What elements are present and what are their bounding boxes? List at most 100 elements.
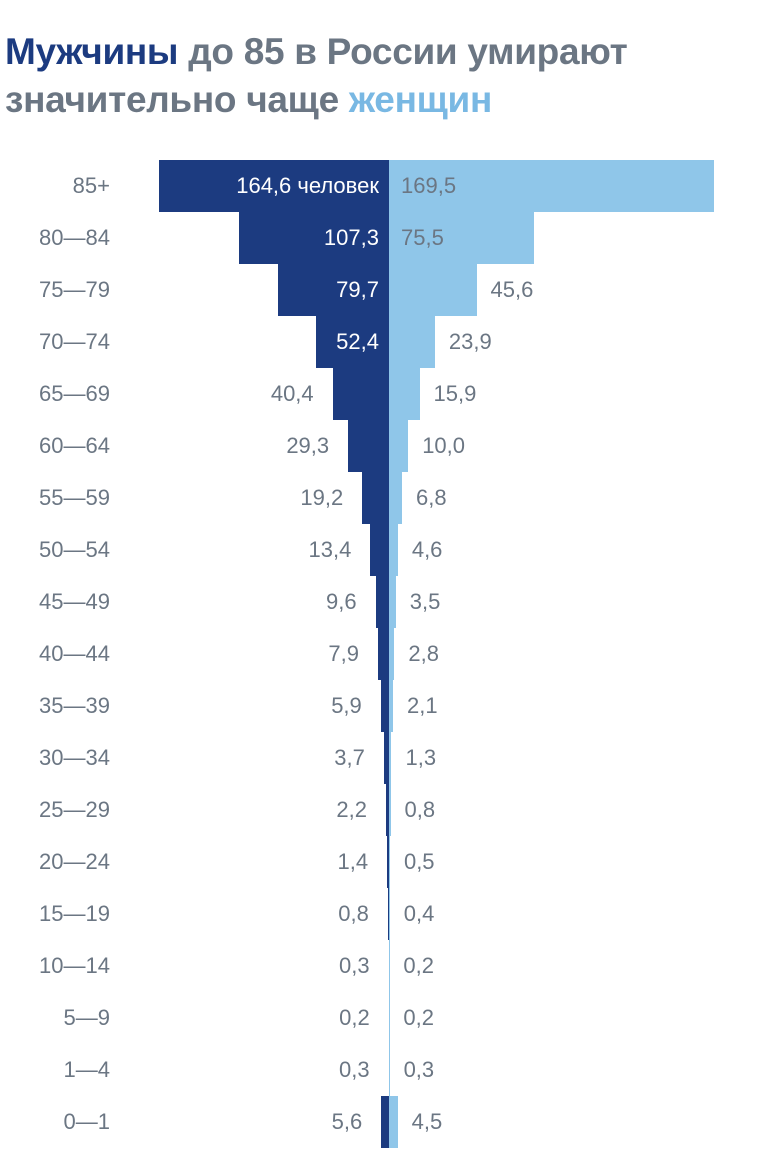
value-female: 3,5 [410,576,441,628]
value-female: 10,0 [422,420,465,472]
chart-row: 0—1 5,6 4,5 [5,1096,768,1148]
chart-row: 20—24 1,4 0,5 [5,836,768,888]
value-female: 4,5 [412,1096,443,1148]
chart-row: 60—64 29,3 10,0 [5,420,768,472]
value-male: 29,3 [286,420,329,472]
category-label: 5—9 [10,992,110,1044]
value-male: 9,6 [326,576,357,628]
bar-male [378,628,389,680]
value-male: 0,3 [339,1044,370,1096]
value-female: 0,8 [405,784,436,836]
bar-male [362,472,389,524]
bar-female [389,576,396,628]
value-female: 169,5 [401,160,456,212]
chart-row: 1—4 0,3 0,3 [5,1044,768,1096]
chart-row: 35—39 5,9 2,1 [5,680,768,732]
bar-female [389,628,394,680]
value-male: 19,2 [300,472,343,524]
chart-row: 85+ 164,6 человек 169,5 [5,160,768,212]
value-female: 6,8 [416,472,447,524]
value-female: 2,1 [407,680,438,732]
bar-female [389,888,390,940]
bar-female [389,316,435,368]
value-male: 79,7 [288,264,379,316]
bar-female [389,836,390,888]
category-label: 10—14 [10,940,110,992]
category-label: 30—34 [10,732,110,784]
chart-row: 65—69 40,4 15,9 [5,368,768,420]
value-female: 23,9 [449,316,492,368]
chart-row: 80—84 107,3 75,5 [5,212,768,264]
bar-female [389,732,391,784]
chart-row: 40—44 7,9 2,8 [5,628,768,680]
bar-female [389,784,391,836]
chart-row: 5—9 0,2 0,2 [5,992,768,1044]
category-label: 20—24 [10,836,110,888]
category-label: 70—74 [10,316,110,368]
bar-male [333,368,389,420]
bar-female [389,524,398,576]
chart-row: 50—54 13,4 4,6 [5,524,768,576]
category-label: 60—64 [10,420,110,472]
category-label: 50—54 [10,524,110,576]
bar-male [348,420,389,472]
category-label: 85+ [10,160,110,212]
value-male: 5,6 [332,1096,363,1148]
chart-row: 75—79 79,7 45,6 [5,264,768,316]
value-male: 107,3 [249,212,379,264]
chart-row: 15—19 0,8 0,4 [5,888,768,940]
category-label: 65—69 [10,368,110,420]
category-label: 35—39 [10,680,110,732]
value-male: 5,9 [331,680,362,732]
value-male: 164,6 человек [169,160,379,212]
bar-female [389,472,402,524]
chart-title: Мужчины до 85 в России умирают значитель… [5,28,768,124]
value-male: 0,2 [339,992,370,1044]
category-label: 40—44 [10,628,110,680]
bar-female [389,368,420,420]
chart-row: 45—49 9,6 3,5 [5,576,768,628]
bar-female [389,1096,398,1148]
pyramid-chart: 85+164,6 человек169,580—84107,375,575—79… [5,160,768,1148]
bar-female [389,264,477,316]
value-female: 0,5 [404,836,435,888]
value-female: 0,2 [403,992,434,1044]
title-segment: Мужчины [5,31,178,72]
value-male: 13,4 [308,524,351,576]
category-label: 55—59 [10,472,110,524]
value-male: 52,4 [326,316,379,368]
value-female: 0,4 [404,888,435,940]
category-label: 1—4 [10,1044,110,1096]
value-female: 0,2 [403,940,434,992]
value-female: 15,9 [434,368,477,420]
value-female: 45,6 [491,264,534,316]
category-label: 45—49 [10,576,110,628]
category-label: 25—29 [10,784,110,836]
value-female: 2,8 [408,628,439,680]
value-male: 7,9 [328,628,359,680]
category-label: 0—1 [10,1096,110,1148]
title-segment: женщин [349,79,492,120]
value-male: 3,7 [334,732,365,784]
chart-row: 25—29 2,2 0,8 [5,784,768,836]
chart-row: 30—34 3,7 1,3 [5,732,768,784]
value-male: 2,2 [336,784,367,836]
bar-male [381,1096,389,1148]
category-label: 75—79 [10,264,110,316]
bar-male [376,576,389,628]
value-male: 40,4 [271,368,314,420]
value-female: 75,5 [401,212,444,264]
value-male: 0,8 [338,888,369,940]
bar-female [389,680,393,732]
bar-male [370,524,389,576]
value-male: 0,3 [339,940,370,992]
category-label: 15—19 [10,888,110,940]
value-male: 1,4 [337,836,368,888]
value-female: 1,3 [405,732,436,784]
value-female: 4,6 [412,524,443,576]
bar-male [381,680,389,732]
value-female: 0,3 [404,1044,435,1096]
chart-row: 70—74 52,4 23,9 [5,316,768,368]
bar-female [389,1044,390,1096]
category-label: 80—84 [10,212,110,264]
